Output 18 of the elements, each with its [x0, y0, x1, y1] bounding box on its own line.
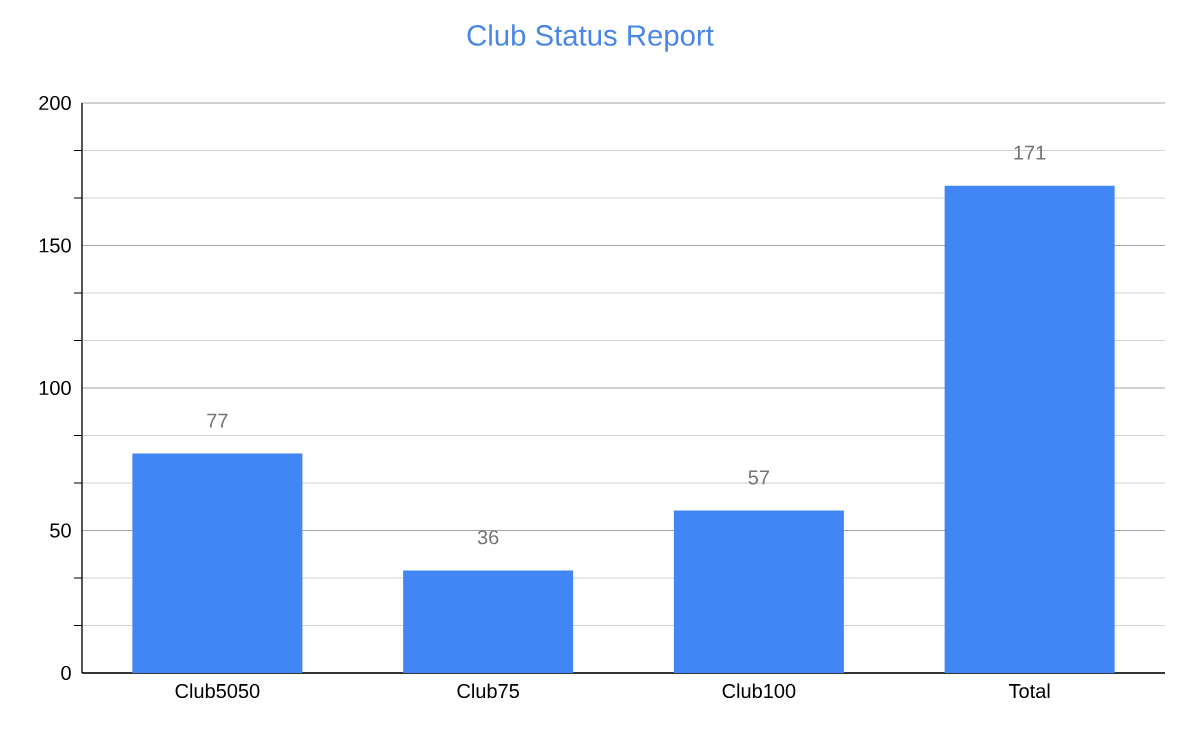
x-tick-label: Total [1008, 683, 1050, 699]
x-tick-label: Club100 [722, 683, 796, 699]
y-tick-label: 0 [61, 665, 71, 681]
x-tick-label: Club5050 [175, 683, 260, 699]
y-tick-label: 50 [50, 523, 71, 538]
bar [132, 453, 303, 673]
data-label: 77 [207, 413, 228, 428]
x-tick-label: Club75 [457, 683, 519, 699]
y-tick-label: 150 [39, 238, 71, 253]
y-tick-label: 100 [39, 380, 71, 396]
data-label: 36 [477, 530, 499, 545]
chart-title: Club Status Report [467, 24, 714, 52]
data-label: 57 [748, 470, 769, 485]
bar [403, 570, 574, 673]
data-label: 171 [1014, 145, 1046, 160]
y-tick-label: 200 [39, 95, 71, 111]
bar [673, 510, 844, 673]
bar [944, 185, 1115, 673]
